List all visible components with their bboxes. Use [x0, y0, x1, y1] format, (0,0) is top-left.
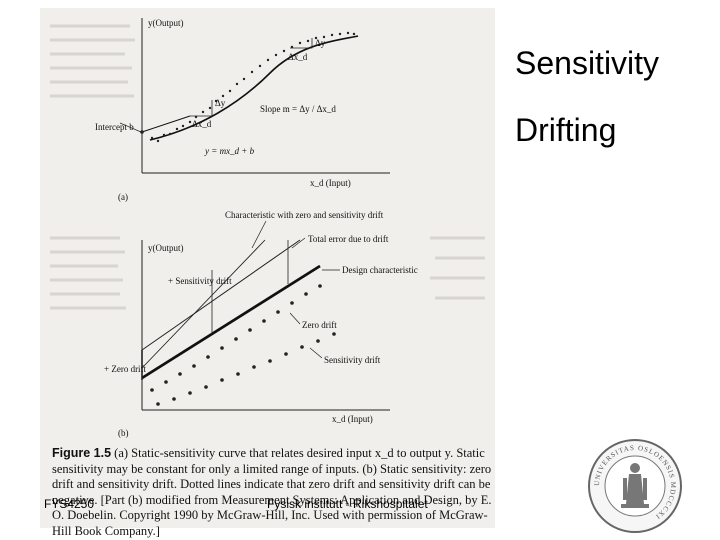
fig-a-delta-x-lower: Δx_d — [192, 119, 212, 129]
fig-b-zero-drift-dots — [150, 284, 322, 392]
fig-a-x-axis-label: x_d (Input) — [310, 178, 351, 188]
fig-b-zero-drift-left-label: + Zero drift — [104, 364, 147, 374]
fig-b-sensitivity-drift-dots — [156, 332, 336, 406]
fig-b-drift-characteristic — [141, 239, 301, 351]
fig-a-intercept-label: Intercept b — [95, 122, 134, 132]
figure-caption-label: Figure 1.5 — [52, 446, 112, 460]
fig-b-total-error-label: Total error due to drift — [308, 234, 389, 244]
footer-course-code: FYS4250 — [44, 497, 95, 511]
fig-a-slope-label: Slope m = Δy / Δx_d — [260, 104, 336, 114]
fig-a-slope-triangle-lower — [190, 100, 213, 117]
fig-b-design-characteristic — [141, 264, 321, 380]
fig-b-design-label: Design characteristic — [342, 265, 418, 275]
footer-institution: Fysisk institutt - Rikshospitalet — [267, 497, 428, 511]
fig-a-panel-label: (a) — [118, 192, 128, 202]
fig-b-char-leader — [251, 220, 267, 249]
figure-1-5-graphic: y(Output) x_d (Input) Intercept b Slope … — [50, 18, 485, 438]
fig-b-zero-drift-leader — [289, 312, 301, 325]
slide-title-drifting: Drifting — [515, 112, 617, 148]
figure-a: y(Output) x_d (Input) Intercept b Slope … — [95, 18, 390, 202]
figure-caption-text: (a) Static-sensitivity curve that relate… — [52, 446, 492, 538]
fig-a-data-points — [150, 31, 356, 143]
fig-a-y-axis-label: y(Output) — [148, 18, 184, 28]
fig-b-sensitivity-line — [141, 239, 266, 369]
university-seal-logo: UNIVERSITAS OSLOENSIS MDCCCXI — [588, 439, 682, 533]
seal-figure-icon — [621, 463, 649, 508]
bleed-through-lines — [50, 24, 485, 310]
textbook-figure-scan: y(Output) x_d (Input) Intercept b Slope … — [40, 8, 495, 538]
fig-a-intercept-leader — [119, 122, 142, 133]
figure-b: y(Output) x_d (Input) Characteristic wit… — [104, 210, 418, 438]
fig-a-intercept-point — [140, 130, 144, 134]
slide-title-sensitivity: Sensitivity — [515, 45, 660, 81]
fig-a-sensitivity-curve — [149, 35, 359, 141]
fig-b-y-axis-label: y(Output) — [148, 243, 184, 253]
fig-b-sens-drift-left-label: + Sensitivity drift — [168, 276, 232, 286]
fig-b-sens-drift-label: Sensitivity drift — [324, 355, 381, 365]
fig-b-sens-drift-leader — [309, 347, 323, 359]
fig-a-delta-x-upper: Δx_d — [288, 52, 308, 62]
fig-a-slope-triangle-upper — [290, 38, 313, 49]
fig-b-x-axis-label: x_d (Input) — [332, 414, 373, 424]
fig-b-zero-drift-label: Zero drift — [302, 320, 337, 330]
fig-a-equation-label: y = mx_d + b — [204, 146, 255, 156]
fig-a-delta-y-lower: Δy — [215, 98, 226, 108]
figure-caption: Figure 1.5 (a) Static-sensitivity curve … — [52, 446, 492, 539]
fig-b-char-label: Characteristic with zero and sensitivity… — [225, 210, 384, 220]
fig-b-total-error-leader — [291, 237, 306, 249]
fig-b-panel-label: (b) — [118, 428, 129, 438]
fig-a-delta-y-upper: Δy — [315, 38, 326, 48]
fig-a-linear-fit — [141, 115, 191, 133]
